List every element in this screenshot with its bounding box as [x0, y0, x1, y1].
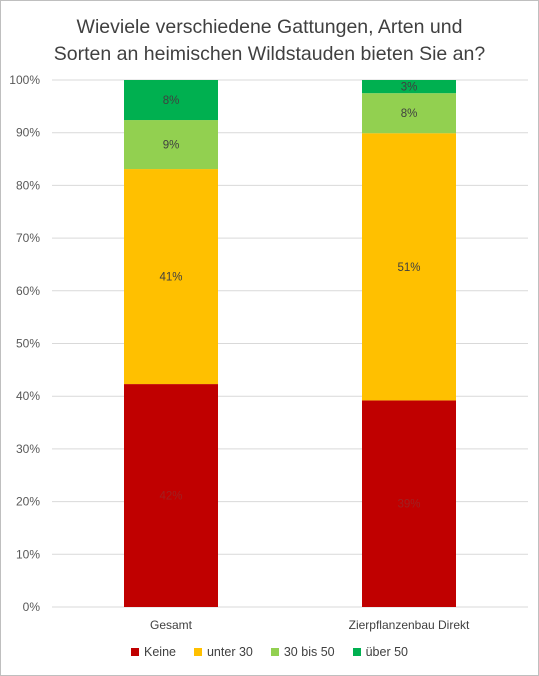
legend-item-30-bis-50: 30 bis 50: [270, 645, 335, 659]
y-tick-label: 70%: [16, 231, 40, 245]
legend-label-keine: Keine: [144, 645, 176, 659]
x-category-label: Gesamt: [150, 618, 193, 632]
legend-item-keine: Keine: [131, 645, 176, 659]
y-tick-label: 90%: [16, 126, 40, 140]
bar-segment-30-bis-50: [362, 93, 456, 134]
bar-segment-keine: [124, 384, 218, 607]
data-label-keine: 42%: [159, 491, 182, 503]
data-label-30-bis-50: 8%: [401, 108, 418, 120]
bar-segment-ueber-50: [362, 80, 456, 94]
legend-swatch-keine: [131, 648, 139, 656]
y-tick-label: 80%: [16, 178, 40, 192]
y-tick-label: 50%: [16, 337, 40, 351]
x-category-label: Zierpflanzenbau Direkt: [349, 618, 470, 632]
y-tick-label: 0%: [23, 600, 41, 614]
data-label-ueber-50: 3%: [401, 82, 418, 94]
data-label-keine: 39%: [397, 499, 420, 511]
bar-segment-keine: [362, 400, 456, 607]
bar-segment-ueber-50: [124, 80, 218, 121]
bar-segment-unter-30: [362, 133, 456, 401]
bar-segment-unter-30: [124, 169, 218, 385]
legend: Keine unter 30 30 bis 50 über 50: [0, 645, 539, 659]
y-tick-label: 100%: [9, 73, 40, 87]
bar-segment-30-bis-50: [124, 120, 218, 170]
y-tick-label: 20%: [16, 495, 40, 509]
y-tick-label: 40%: [16, 389, 40, 403]
data-label-ueber-50: 8%: [163, 95, 180, 107]
chart-title-line-1: Wieviele verschiedene Gattungen, Arten u…: [76, 16, 463, 38]
data-label-unter-30: 51%: [397, 262, 420, 274]
data-label-unter-30: 41%: [159, 272, 182, 284]
legend-swatch-30-bis-50: [270, 648, 279, 656]
chart-title-line-2: Sorten an heimischen Wildstauden bieten …: [53, 43, 486, 65]
legend-label-unter-30: unter 30: [206, 645, 253, 659]
legend-label-ueber-50: über 50: [365, 645, 408, 659]
legend-item-ueber-50: über 50: [352, 645, 408, 659]
legend-swatch-unter-30: [193, 648, 202, 656]
legend-label-30-bis-50: 30 bis 50: [283, 645, 335, 659]
chart-title: Wieviele verschiedene Gattungen, Arten u…: [0, 14, 539, 68]
y-tick-label: 10%: [16, 547, 40, 561]
y-tick-label: 60%: [16, 284, 40, 298]
legend-swatch-ueber-50: [352, 648, 361, 656]
y-tick-label: 30%: [16, 442, 40, 456]
data-label-30-bis-50: 9%: [163, 140, 180, 152]
legend-item-unter-30: unter 30: [193, 645, 253, 659]
